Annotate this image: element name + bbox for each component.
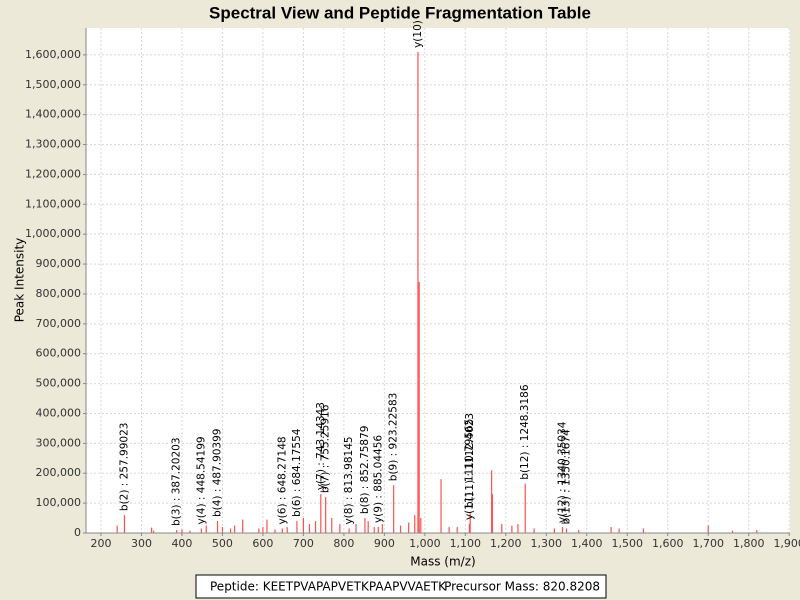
peak-annotation: b(7) : 755.25916 — [320, 404, 332, 493]
x-tick-label: 1,100 — [450, 537, 482, 550]
peak-annotation: y(8) : 813.98145 — [343, 436, 355, 524]
peak-annotation: b(3) : 387.20203 — [171, 437, 183, 526]
x-tick-label: 1,800 — [733, 537, 765, 550]
x-tick-label: 1,400 — [571, 537, 603, 550]
y-tick-label: 800,000 — [36, 287, 82, 300]
peak-annotation: y(10) — [412, 20, 424, 48]
peak-annotation: b(8) : 852.75879 — [359, 426, 371, 515]
peak-annotation: y(6) : 648.27148 — [276, 436, 288, 524]
y-axis-label: Peak Intensity — [13, 238, 27, 323]
peak-annotation: b(6) : 684.17554 — [291, 428, 303, 517]
x-tick-label: 400 — [171, 537, 192, 550]
peak-annotation: b(2) : 257.99023 — [118, 423, 130, 512]
legend-box — [195, 574, 607, 599]
y-tick-label: 1,500,000 — [25, 78, 81, 91]
peaks — [116, 51, 758, 533]
x-tick-label: 1,600 — [652, 537, 684, 550]
y-tick-label: 400,000 — [36, 406, 82, 419]
peptide-label: Peptide: KEETPVAPAPVETKPAAPVVAETK — [210, 580, 447, 594]
x-tick-label: 1,000 — [409, 537, 441, 550]
x-axis-label: Mass (m/z) — [410, 555, 475, 569]
peak-annotation: y(12) : 1340.35034 — [556, 421, 568, 523]
x-tick-label: 800 — [333, 537, 354, 550]
x-tick-label: 1,700 — [692, 537, 724, 550]
y-tick-label: 500,000 — [36, 377, 82, 390]
y-tick-label: 1,000,000 — [25, 227, 81, 240]
peak-annotation: y(7) : 743.14343 — [315, 402, 327, 490]
peak-annotation: b(12) : 1248.3186 — [519, 384, 531, 480]
peak-annotation: b(13) : 1350.1674 — [561, 429, 573, 525]
y-tick-label: 900,000 — [36, 257, 82, 270]
peak-annotation: b(9) : 923.22583 — [388, 393, 400, 482]
chart-title: Spectral View and Peptide Fragmentation … — [209, 3, 591, 22]
y-tick-label: 1,300,000 — [25, 138, 81, 151]
precursor-label: Precursor Mass: 820.8208 — [444, 580, 600, 594]
y-tick-label: 1,100,000 — [25, 197, 81, 210]
y-tick-label: 1,600,000 — [25, 48, 81, 61]
peak-annotation: y(4) : 448.54199 — [195, 436, 207, 524]
peak-annotation: b(11) : 1112.4023 — [464, 413, 476, 508]
peak-annotation: b(4) : 487.90399 — [212, 429, 224, 518]
grid — [86, 28, 790, 534]
x-tick-label: 1,500 — [612, 537, 644, 550]
x-tick-label: 300 — [131, 537, 152, 550]
x-tick-label: 1,300 — [531, 537, 563, 550]
x-tick-label: 500 — [212, 537, 233, 550]
y-tick-label: 0 — [74, 526, 81, 539]
plot-area — [86, 28, 790, 533]
x-tick-label: 200 — [90, 537, 111, 550]
x-tick-label: 1,200 — [490, 537, 522, 550]
y-tick-label: 100,000 — [36, 496, 82, 509]
y-tick-label: 200,000 — [36, 466, 82, 479]
x-tick-label: 900 — [374, 537, 395, 550]
y-tick-label: 700,000 — [36, 317, 82, 330]
y-tick-label: 600,000 — [36, 347, 82, 360]
peak-annotation: y(9) : 885.04456 — [372, 435, 384, 523]
y-tick-label: 1,400,000 — [25, 108, 81, 121]
x-tick-label: 700 — [293, 537, 314, 550]
x-tick-label: 600 — [252, 537, 273, 550]
peak-annotation: y(11) : 1110.79565 — [463, 419, 475, 520]
y-tick-label: 300,000 — [36, 436, 82, 449]
x-tick-label: 1,900 — [773, 537, 800, 550]
y-tick-label: 1,200,000 — [25, 167, 81, 180]
